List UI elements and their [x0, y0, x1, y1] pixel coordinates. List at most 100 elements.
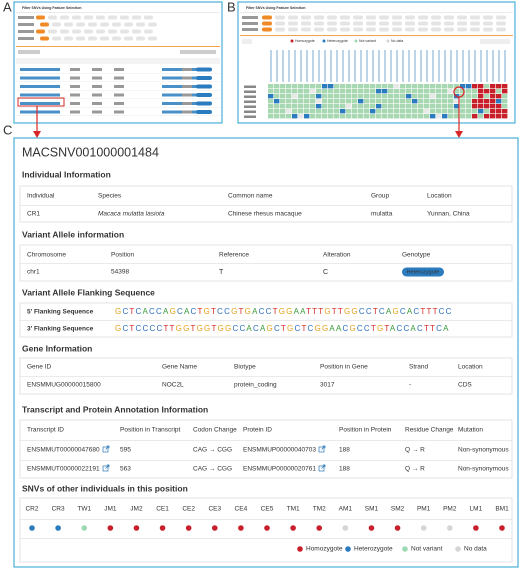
heatmap-cell	[394, 84, 400, 89]
heatmap-cell	[466, 94, 472, 99]
column-header: Location	[458, 364, 483, 371]
column-header: Strand	[409, 364, 429, 371]
filter-chip	[288, 15, 298, 20]
heatmap-cell	[340, 114, 346, 119]
heatmap-cell	[490, 104, 496, 109]
heatmap-cell	[328, 89, 334, 94]
panel-label: B	[227, 0, 236, 14]
heatmap-cell	[442, 114, 448, 119]
link[interactable]: ENSMMUT00000047680	[27, 447, 100, 454]
filter-chip	[76, 36, 85, 41]
heatmap-cell	[472, 84, 478, 89]
heatmap-cell	[298, 99, 304, 104]
heatmap-cell	[370, 99, 376, 104]
filter-chip	[275, 27, 285, 32]
heatmap-cell	[400, 99, 406, 104]
heatmap-cell	[268, 109, 274, 114]
heatmap-cell	[334, 84, 340, 89]
heatmap-cell	[364, 94, 370, 99]
heatmap-cell	[424, 104, 430, 109]
heatmap-cell	[496, 104, 502, 109]
row-header: 3' Flanking Sequence	[27, 326, 94, 333]
heatmap-cell	[490, 99, 496, 104]
row-label	[244, 110, 256, 113]
link[interactable]: ENSMMUP00000040703	[243, 447, 316, 454]
legend-label: Heterozygote	[327, 39, 348, 43]
heatmap-cell	[316, 109, 322, 114]
heatmap-cell	[274, 89, 280, 94]
heatmap-cell	[472, 114, 478, 119]
heatmap-cell	[490, 89, 496, 94]
filter-chip	[36, 29, 45, 34]
link[interactable]: ENSMMUT00000022191	[27, 466, 100, 473]
heatmap-cell	[484, 109, 490, 114]
heatmap-cell	[334, 94, 340, 99]
heatmap-cell	[400, 104, 406, 109]
genotype-dot	[473, 525, 479, 531]
table-cell	[182, 68, 192, 71]
genotype-dot	[264, 525, 270, 531]
cell: CDS	[458, 382, 472, 389]
table-link	[20, 93, 60, 97]
filter-chip	[108, 15, 117, 20]
cell: Chinese rhesus macaque	[228, 211, 302, 218]
column-header: Genotype	[402, 252, 431, 259]
individual-label: SM2	[391, 506, 405, 513]
heatmap-cell	[298, 109, 304, 114]
heatmap-cell	[352, 94, 358, 99]
table-link	[20, 102, 60, 105]
heatmap-cell	[322, 84, 328, 89]
link[interactable]: ENSMMUG00000015800	[27, 382, 101, 389]
filter-chip	[470, 27, 480, 32]
heatmap-cell	[436, 84, 442, 89]
link[interactable]: NOC2L	[162, 382, 184, 389]
heatmap-cell	[328, 84, 334, 89]
filter-chip	[100, 22, 109, 27]
individual-label: CE3	[208, 506, 221, 513]
genotype-dot	[420, 525, 427, 531]
heatmap-cell	[400, 114, 406, 119]
individual-label: CR3	[52, 506, 65, 513]
heatmap-cell	[328, 114, 334, 119]
table-cell	[70, 110, 80, 114]
pager	[180, 50, 216, 54]
heatmap-cell	[280, 84, 286, 89]
heatmap-cell	[376, 99, 382, 104]
heatmap-cell	[442, 109, 448, 114]
filter-chip	[144, 29, 153, 34]
heatmap-cell	[502, 89, 508, 94]
row-line	[20, 440, 512, 441]
external-link-icon	[102, 446, 109, 453]
heatmap-cell	[388, 94, 394, 99]
column-header: Residue Change	[405, 427, 454, 434]
genotype-dot	[55, 525, 61, 531]
filter-chip	[327, 27, 337, 32]
heatmap-cell	[430, 104, 436, 109]
heatmap-cell	[418, 84, 424, 89]
heatmap-cell	[346, 114, 352, 119]
divider	[240, 35, 513, 36]
filter-chip	[366, 21, 376, 26]
heatmap-cell	[286, 94, 292, 99]
heatmap-cell	[286, 89, 292, 94]
cell: Q → R	[405, 466, 425, 473]
heatmap-cell	[436, 114, 442, 119]
cell: 563	[120, 466, 131, 473]
genotype-badge	[196, 93, 212, 97]
heatmap-cell	[334, 114, 340, 119]
panel-title: Filter SNVs Using Feature Selection	[22, 6, 82, 10]
cell: Non-synonymous	[458, 466, 509, 473]
individual-label: AM1	[339, 506, 353, 513]
link[interactable]: ENSMMUP00000020761	[243, 466, 316, 473]
heatmap-cell	[274, 104, 280, 109]
heatmap-cell	[268, 89, 274, 94]
heatmap-cell	[412, 94, 418, 99]
heatmap-cell	[292, 109, 298, 114]
heatmap-cell	[430, 114, 436, 119]
heatmap-cell	[400, 84, 406, 89]
genotype-dot	[316, 525, 323, 531]
heatmap-cell	[436, 89, 442, 94]
section-title: Variant Allele information	[22, 229, 124, 239]
heatmap-cell	[310, 99, 316, 104]
